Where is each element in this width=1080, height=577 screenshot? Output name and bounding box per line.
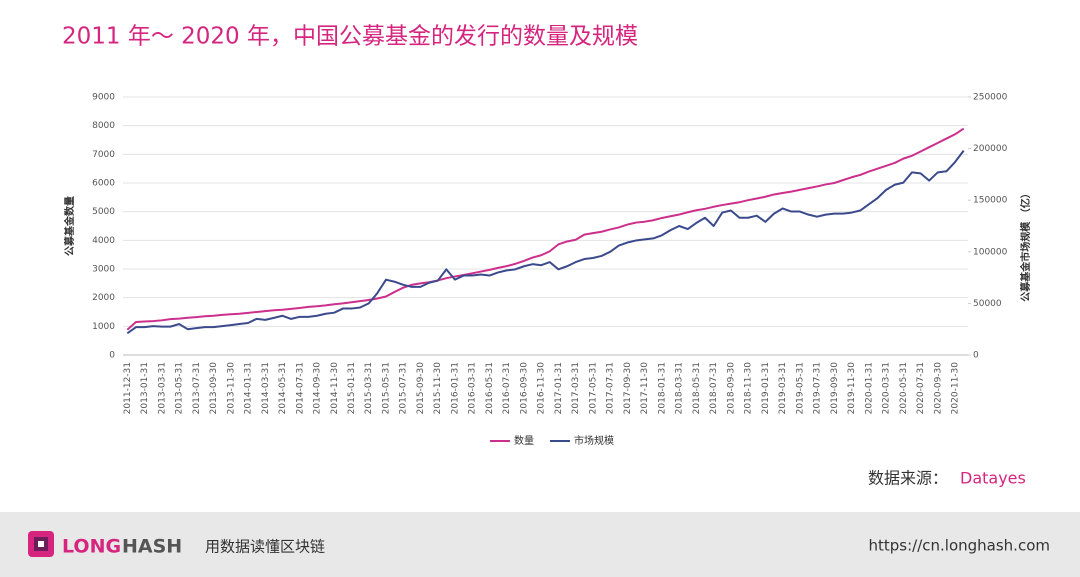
x-tick-label: 2020-07-31: [916, 362, 926, 414]
logo-text: HASH: [122, 536, 182, 558]
x-tick-label: 2016-07-31: [502, 362, 512, 414]
x-tick-label: 2015-01-31: [347, 362, 357, 414]
x-tick-label: 2014-01-31: [244, 362, 254, 414]
y2-tick-label: 0: [973, 351, 979, 361]
x-tick-label: 2020-03-31: [882, 362, 892, 414]
x-tick-label: 2018-05-31: [692, 362, 702, 414]
y-tick-label: 4000: [92, 236, 115, 246]
x-tick-label: 2013-07-31: [192, 362, 202, 414]
x-tick-label: 2019-09-30: [830, 362, 840, 415]
legend-label: 市场规模: [574, 434, 614, 447]
x-tick-label: 2015-07-31: [399, 362, 409, 414]
y-tick-label: 0: [109, 351, 115, 361]
x-tick-label: 2011-12-31: [123, 362, 133, 414]
y-tick-label: 5000: [92, 207, 115, 217]
x-tick-label: 2014-05-31: [278, 362, 288, 414]
x-tick-label: 2018-09-30: [726, 362, 736, 415]
x-tick-label: 2015-09-30: [416, 362, 426, 415]
x-tick-label: 2018-11-30: [744, 362, 754, 415]
y2-axis-label: 公募基金市场规模 （亿）: [1019, 188, 1032, 301]
logo-text: LONG: [62, 536, 121, 558]
x-tick-label: 2019-03-31: [778, 362, 788, 414]
x-tick-label: 2018-03-31: [675, 362, 685, 414]
x-tick-label: 2017-09-30: [623, 362, 633, 415]
series-line: [126, 150, 965, 335]
y-tick-label: 7000: [92, 150, 115, 160]
x-tick-label: 2013-11-30: [226, 362, 236, 415]
x-tick-label: 2017-11-30: [640, 362, 650, 415]
x-tick-label: 2014-11-30: [330, 362, 340, 415]
footer-band: [0, 512, 1080, 577]
x-tick-label: 2019-07-31: [813, 362, 823, 414]
x-tick-label: 2017-05-31: [588, 362, 598, 414]
y-tick-label: 9000: [92, 93, 115, 103]
x-tick-label: 2020-05-31: [899, 362, 909, 414]
x-tick-label: 2014-03-31: [261, 362, 271, 414]
y-tick-label: 2000: [92, 293, 115, 303]
x-tick-label: 2016-09-30: [519, 362, 529, 415]
source-label: 数据来源：: [868, 469, 948, 488]
y2-tick-label: 250000: [973, 93, 1008, 103]
y2-tick-label: 50000: [973, 299, 1002, 309]
url: https://cn.longhash.com: [869, 537, 1051, 555]
y2-tick-label: 200000: [973, 144, 1008, 154]
x-tick-label: 2015-11-30: [433, 362, 443, 415]
x-tick-label: 2018-07-31: [709, 362, 719, 414]
x-tick-label: 2015-03-31: [364, 362, 374, 414]
x-tick-label: 2015-05-31: [381, 362, 391, 414]
x-tick-label: 2019-05-31: [795, 362, 805, 414]
x-tick-label: 2013-03-31: [157, 362, 167, 414]
chart-title: 2011 年～ 2020 年，中国公募基金的发行的数量及规模: [62, 24, 638, 50]
source: Datayes: [960, 469, 1026, 488]
x-tick-label: 2016-05-31: [485, 362, 495, 414]
y-tick-label: 1000: [92, 322, 115, 332]
y-tick-label: 6000: [92, 179, 115, 189]
x-tick-label: 2013-05-31: [175, 362, 185, 414]
x-tick-label: 2017-07-31: [606, 362, 616, 414]
x-tick-label: 2016-11-30: [537, 362, 547, 415]
legend-label: 数量: [514, 434, 534, 447]
x-tick-label: 2019-11-30: [847, 362, 857, 415]
x-tick-label: 2020-09-30: [933, 362, 943, 415]
x-tick-label: 2020-11-30: [951, 362, 961, 415]
x-tick-label: 2014-07-31: [295, 362, 305, 414]
x-tick-label: 2018-01-31: [657, 362, 667, 414]
x-tick-label: 2016-01-31: [450, 362, 460, 414]
y2-tick-label: 100000: [973, 247, 1008, 257]
x-tick-label: 2013-09-30: [209, 362, 219, 415]
x-tick-label: 2019-01-31: [761, 362, 771, 414]
x-tick-label: 2017-03-31: [571, 362, 581, 414]
x-tick-label: 2016-03-31: [468, 362, 478, 414]
slogan: 用数据读懂区块链: [205, 538, 325, 556]
series-line: [126, 127, 965, 331]
x-tick-label: 2017-01-31: [554, 362, 564, 414]
y-tick-label: 8000: [92, 121, 115, 131]
x-tick-label: 2014-09-30: [313, 362, 323, 415]
x-tick-label: 2013-01-31: [140, 362, 150, 414]
x-tick-label: 2020-01-31: [864, 362, 874, 414]
y2-tick-label: 150000: [973, 196, 1008, 206]
logo-icon: [28, 531, 54, 557]
y-axis-label: 公募基金数量: [63, 196, 76, 256]
y-tick-label: 3000: [92, 265, 115, 275]
